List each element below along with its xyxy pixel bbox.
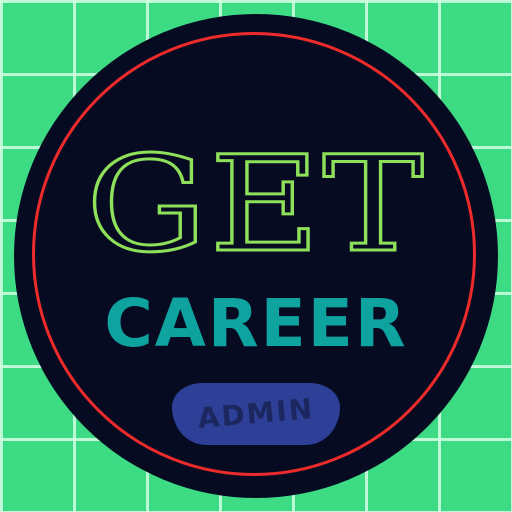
admin-badge-label: ADMIN	[196, 391, 316, 436]
logo-title: GET	[86, 128, 426, 282]
red-ring	[32, 32, 476, 476]
logo-subtitle: CAREER	[104, 285, 408, 362]
admin-badge: ADMIN	[172, 383, 340, 445]
